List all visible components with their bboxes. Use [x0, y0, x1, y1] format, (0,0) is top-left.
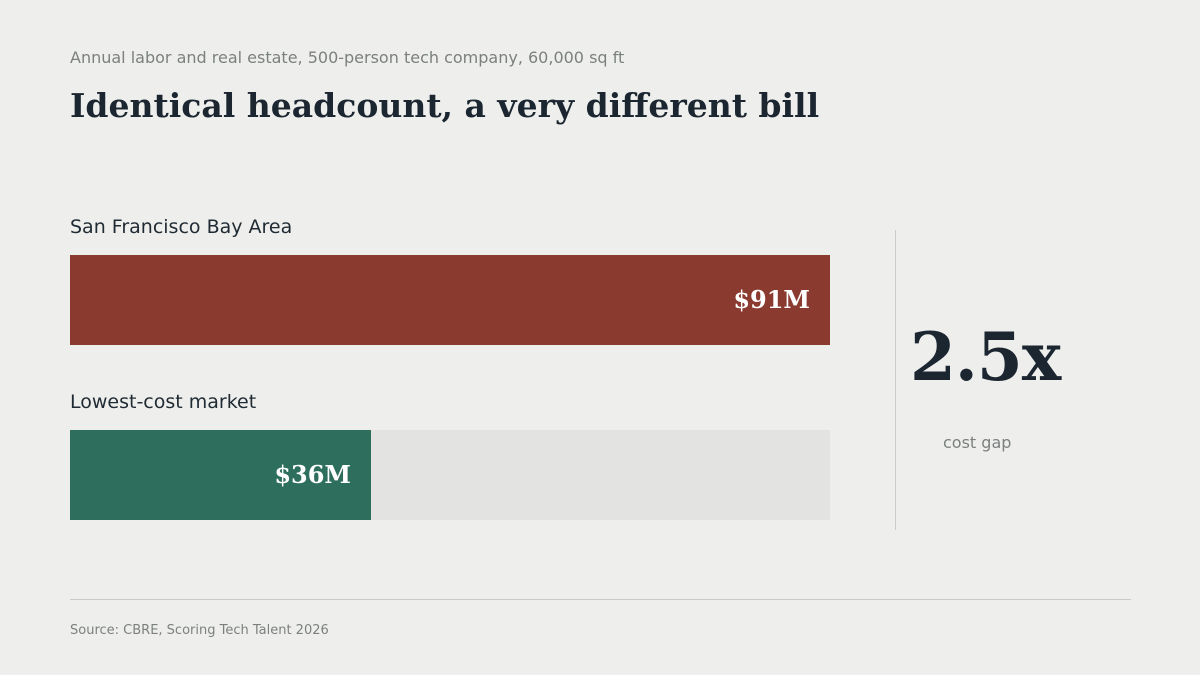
chart-subtitle: Annual labor and real estate, 500-person… [70, 48, 625, 67]
callout-divider [895, 230, 896, 530]
bar-label-sf: San Francisco Bay Area [70, 216, 293, 238]
bar-lowest-cost: $36M [70, 430, 371, 520]
bar-value-lowest-cost: $36M [274, 460, 351, 489]
bar-label-lowest-cost: Lowest-cost market [70, 391, 257, 413]
bar-sf: $91M [70, 255, 830, 345]
source-note: Source: CBRE, Scoring Tech Talent 2026 [70, 623, 329, 638]
bar-value-sf: $91M [733, 285, 810, 314]
cost-gap-label: cost gap [943, 433, 1012, 452]
bar-track-sf: $91M [70, 255, 830, 345]
footer-divider [70, 599, 1131, 600]
cost-gap-value: 2.5x [910, 318, 1061, 396]
chart-title: Identical headcount, a very different bi… [70, 86, 820, 125]
bar-track-lowest-cost: $36M [70, 430, 830, 520]
